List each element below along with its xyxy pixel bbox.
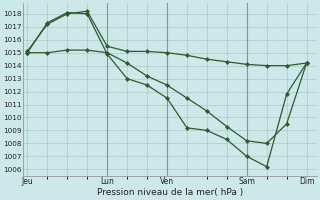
X-axis label: Pression niveau de la mer( hPa ): Pression niveau de la mer( hPa ) [97,188,243,197]
